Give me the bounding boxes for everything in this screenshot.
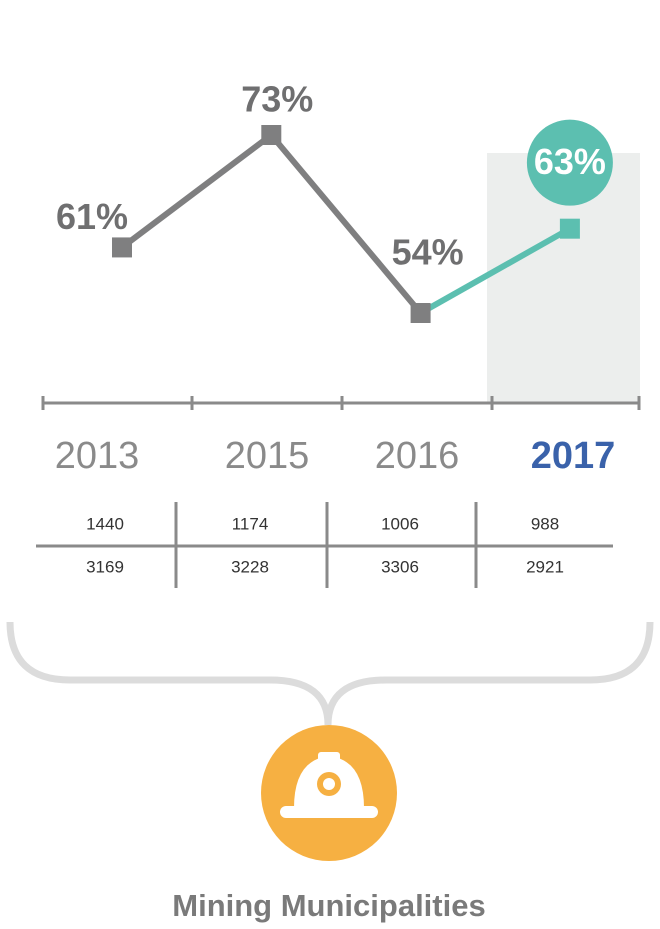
point-marker [559, 218, 580, 239]
point-marker [261, 125, 282, 145]
table-cell: 1440 [86, 514, 124, 533]
value-label: 73% [241, 79, 313, 120]
table-cell: 3306 [381, 557, 419, 576]
category-label: 2015 [225, 435, 310, 477]
table-cell: 988 [531, 514, 559, 533]
line [120, 132, 423, 315]
category-label: 2013 [55, 435, 140, 477]
label-badge [526, 119, 613, 206]
highlight-line [419, 226, 572, 316]
category-label: 2017 [531, 435, 616, 477]
point-marker [410, 303, 431, 323]
value-label: 61% [56, 196, 128, 237]
table-cell: 3228 [231, 557, 269, 576]
axis [41, 396, 641, 410]
value-label: 54% [392, 232, 464, 273]
table-cell: 1006 [381, 514, 419, 533]
table-cell: 3169 [86, 557, 124, 576]
brace [6, 621, 654, 726]
table-cell: 1174 [232, 514, 269, 533]
helmet-icon [280, 752, 378, 818]
table-cell: 2921 [526, 557, 564, 576]
table-lines [36, 502, 613, 588]
point-marker [112, 237, 132, 258]
footer-title: Mining Municipalities [172, 888, 485, 923]
value-label: 63% [534, 141, 606, 182]
category-label: 2016 [375, 435, 460, 477]
